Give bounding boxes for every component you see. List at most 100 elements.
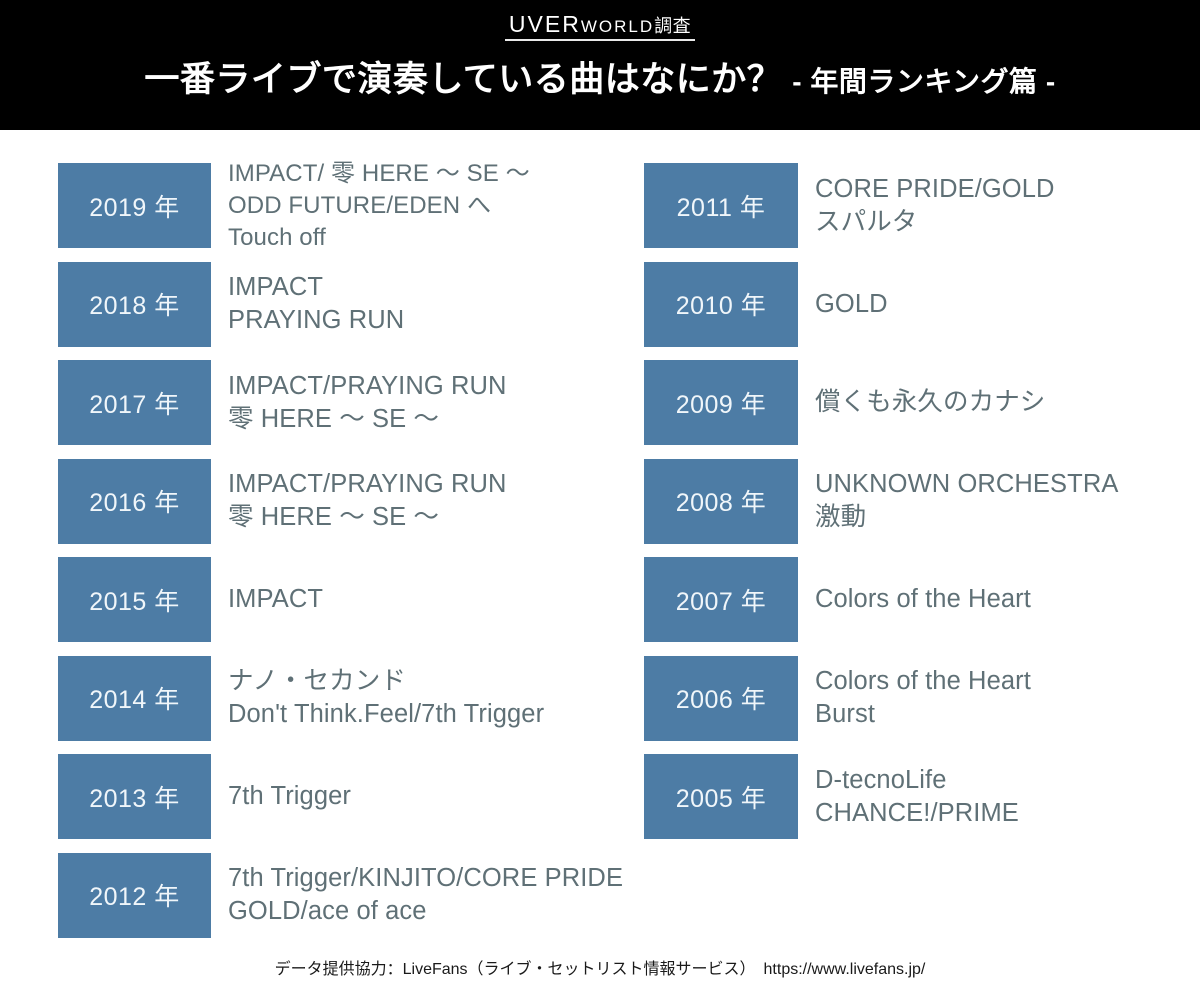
year-badge: 2007 年: [644, 557, 798, 642]
brand-line: UVERWORLD調査: [0, 13, 1200, 41]
year-label: 2007 年: [675, 587, 767, 616]
year-row: 2014 年 ナノ・セカンド Don't Think.Feel/7th Trigge…: [58, 655, 638, 755]
song-list: GOLD: [815, 262, 1200, 347]
year-badge: 2014 年: [58, 655, 211, 741]
year-row: 2015 年 IMPACT: [58, 557, 638, 656]
year-badge: 2013 年: [58, 754, 211, 839]
header-band: UVERWORLD調査 一番ライブで演奏している曲はなにか？ - 年間ランキング篇…: [0, 0, 1200, 130]
song-title: IMPACT/PRAYING RUN: [228, 371, 507, 400]
year-row: 2010 年 GOLD: [644, 261, 1196, 361]
song-list: 償くも永久のカナシ: [815, 360, 1200, 445]
year-label: 2019 年: [89, 193, 180, 222]
year-badge: 2017 年: [58, 360, 211, 445]
brand-secondary-text: WORLD: [580, 17, 655, 36]
year-label: 2006 年: [675, 686, 767, 714]
year-label: 2009 年: [675, 390, 767, 419]
year-label: 2011 年: [676, 193, 766, 222]
year-badge: 2015 年: [58, 557, 211, 642]
year-badge: 2005 年: [644, 754, 798, 839]
song-title: スパルタ: [815, 207, 918, 236]
year-row: 2009 年 償くも永久のカナシ: [644, 360, 1196, 459]
song-title: Burst: [815, 700, 876, 728]
song-list: 7th Trigger/KINJITO/CORE PRIDE GOLD/ace o…: [228, 853, 758, 938]
song-title: 零 HERE ～ SE ～: [228, 404, 440, 433]
year-label: 2018 年: [89, 292, 180, 320]
song-list: IMPACT PRAYING RUN: [228, 262, 758, 347]
song-title: Touch off: [228, 223, 326, 251]
song-title: IMPACT/ 零 HERE ～ SE ～: [228, 159, 530, 187]
song-title: 償くも永久のカナシ: [815, 388, 1046, 416]
song-title: Colors of the Heart: [815, 667, 1031, 695]
year-label: 2015 年: [89, 587, 180, 616]
song-title: CHANCE!/PRIME: [815, 798, 1019, 827]
song-list: IMPACT/PRAYING RUN 零 HERE ～ SE ～: [228, 459, 758, 544]
year-label: 2012 年: [89, 883, 180, 911]
left-column: 2019 年 IMPACT/ 零 HERE ～ SE ～ ODD FUTURE/ED…: [58, 160, 638, 952]
year-row: 2018 年 IMPACT PRAYING RUN: [58, 261, 638, 361]
song-list: IMPACT/PRAYING RUN 零 HERE ～ SE ～: [228, 360, 758, 445]
footer: データ提供協力：LiveFans（ライブ・セットリスト情報サービス） https…: [0, 955, 1200, 979]
song-title: 零 HERE ～ SE ～: [228, 503, 440, 531]
year-badge: 2009 年: [644, 360, 798, 445]
right-column: 2011 年 CORE PRIDE/GOLD スパルタ 2010 年 GOLD 2009 …: [644, 163, 1196, 853]
song-title: Don't Think.Feel/7th Trigger: [228, 700, 545, 728]
year-badge: 2018 年: [58, 261, 211, 347]
song-title: GOLD/ace of ace: [228, 897, 427, 925]
page-title: 一番ライブで演奏している曲はなにか？ - 年間ランキング篇 -: [0, 62, 1200, 97]
song-title: IMPACT: [228, 273, 324, 301]
song-list: UNKNOWN ORCHESTRA 激動: [815, 459, 1200, 544]
song-list: D-tecnoLife CHANCE!/PRIME: [815, 754, 1200, 839]
year-label: 2013 年: [89, 784, 180, 813]
song-title: ODD FUTURE/EDEN へ: [228, 191, 492, 219]
song-title: CORE PRIDE/GOLD: [815, 174, 1055, 203]
year-row: 2013 年 7th Trigger: [58, 754, 638, 853]
data-credit-text: データ提供協力：LiveFans（ライブ・セットリスト情報サービス） https…: [274, 961, 926, 978]
year-row: 2005 年 D-tecnoLife CHANCE!/PRIME: [644, 754, 1196, 853]
year-row: 2016 年 IMPACT/PRAYING RUN 零 HERE ～ SE ～: [58, 458, 638, 558]
year-row: 2006 年 Colors of the Heart Burst: [644, 655, 1196, 755]
song-list: Colors of the Heart Burst: [815, 656, 1200, 741]
song-title: 7th Trigger/KINJITO/CORE PRIDE: [228, 864, 624, 892]
year-row: 2011 年 CORE PRIDE/GOLD スパルタ: [644, 163, 1196, 262]
song-list: CORE PRIDE/GOLD スパルタ: [815, 163, 1200, 248]
year-badge: 2006 年: [644, 655, 798, 741]
song-list: ナノ・セカンド Don't Think.Feel/7th Trigger: [228, 656, 758, 741]
song-list: IMPACT/ 零 HERE ～ SE ～ ODD FUTURE/EDEN へ To…: [228, 160, 758, 251]
song-title: Colors of the Heart: [815, 585, 1031, 613]
song-title: 激動: [815, 503, 867, 531]
brand-underline-group: UVERWORLD調査: [504, 11, 696, 41]
brand-primary-text: UVER: [508, 11, 581, 37]
year-row: 2007 年 Colors of the Heart: [644, 557, 1196, 656]
year-badge: 2008 年: [644, 458, 798, 544]
brand-suffix-text: 調査: [654, 16, 692, 36]
year-label: 2008 年: [675, 489, 767, 517]
year-row: 2017 年 IMPACT/PRAYING RUN 零 HERE ～ SE ～: [58, 360, 638, 459]
year-row: 2012 年 7th Trigger/KINJITO/CORE PRIDE GOLD…: [58, 852, 638, 952]
year-label: 2016 年: [89, 489, 180, 517]
song-title: ナノ・セカンド: [228, 667, 406, 695]
year-label: 2005 年: [675, 784, 767, 813]
song-list: IMPACT: [228, 557, 758, 642]
song-title: D-tecnoLife: [815, 765, 947, 794]
song-title: PRAYING RUN: [228, 306, 405, 334]
year-label: 2017 年: [89, 390, 180, 419]
year-badge: 2016 年: [58, 458, 211, 544]
year-badge: 2011 年: [644, 163, 798, 248]
page-title-sub: - 年間ランキング篇 -: [792, 66, 1056, 97]
year-badge: 2019 年: [58, 163, 211, 248]
song-list: Colors of the Heart: [815, 557, 1200, 642]
year-row: 2019 年 IMPACT/ 零 HERE ～ SE ～ ODD FUTURE/ED…: [58, 160, 638, 262]
song-title: UNKNOWN ORCHESTRA: [815, 470, 1119, 498]
song-title: IMPACT: [228, 585, 324, 613]
year-badge: 2010 年: [644, 261, 798, 347]
song-title: 7th Trigger: [228, 782, 351, 810]
year-row: 2008 年 UNKNOWN ORCHESTRA 激動: [644, 458, 1196, 558]
year-badge: 2012 年: [58, 852, 211, 938]
song-list: 7th Trigger: [228, 754, 758, 839]
year-label: 2014 年: [89, 686, 180, 714]
song-title: GOLD: [815, 289, 888, 318]
year-label: 2010 年: [675, 292, 767, 320]
page-title-main: 一番ライブで演奏している曲はなにか？: [144, 60, 783, 99]
song-title: IMPACT/PRAYING RUN: [228, 470, 507, 498]
